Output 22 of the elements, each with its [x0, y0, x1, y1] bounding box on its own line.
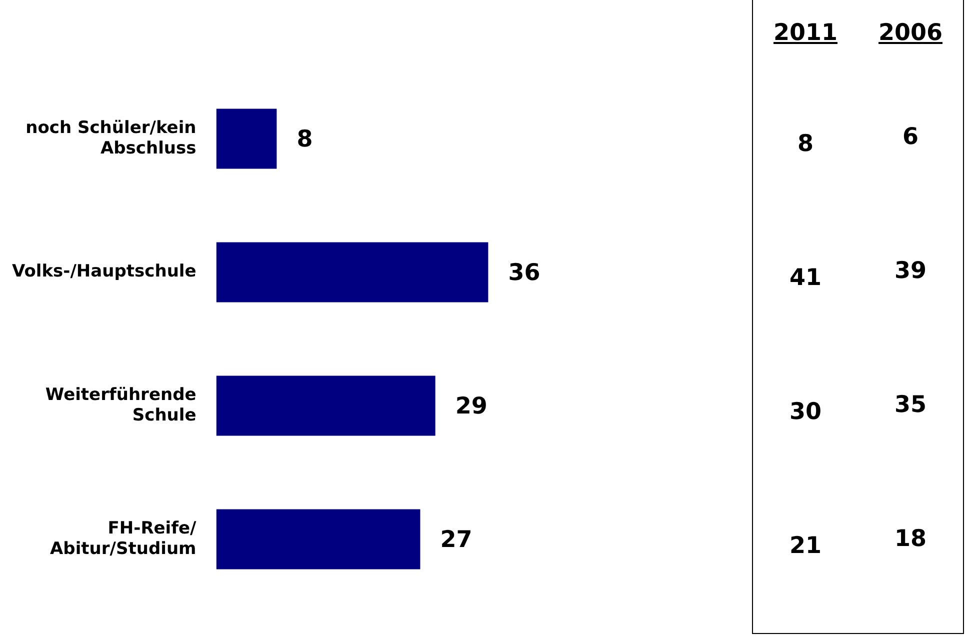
y-tick-label: Volks-/Hauptschule: [12, 262, 196, 282]
data-label: 41: [788, 264, 822, 293]
bar: [216, 242, 488, 302]
data-label: 30: [788, 398, 822, 427]
y-tick-label: noch Schüler/kein Abschluss: [26, 118, 196, 158]
data-label: 6: [901, 123, 920, 152]
bar: [216, 509, 420, 570]
data-label: 27: [440, 527, 472, 554]
data-label: 8: [796, 130, 814, 159]
y-tick-label: FH-Reife/ Abitur/Studium: [50, 518, 198, 559]
x-tick-label: 2011: [772, 20, 838, 48]
data-label: 39: [893, 257, 928, 286]
data-label: 18: [893, 525, 928, 554]
bar: [216, 376, 436, 436]
x-tick-label: 2006: [877, 20, 944, 48]
data-label: 8: [296, 126, 313, 153]
y-tick-label: Weiterführende Schule: [45, 384, 196, 426]
bar: [216, 108, 277, 169]
data-label: 36: [508, 260, 540, 286]
data-label: 21: [788, 532, 822, 561]
data-label: 29: [455, 394, 488, 420]
data-label: 35: [893, 391, 928, 420]
